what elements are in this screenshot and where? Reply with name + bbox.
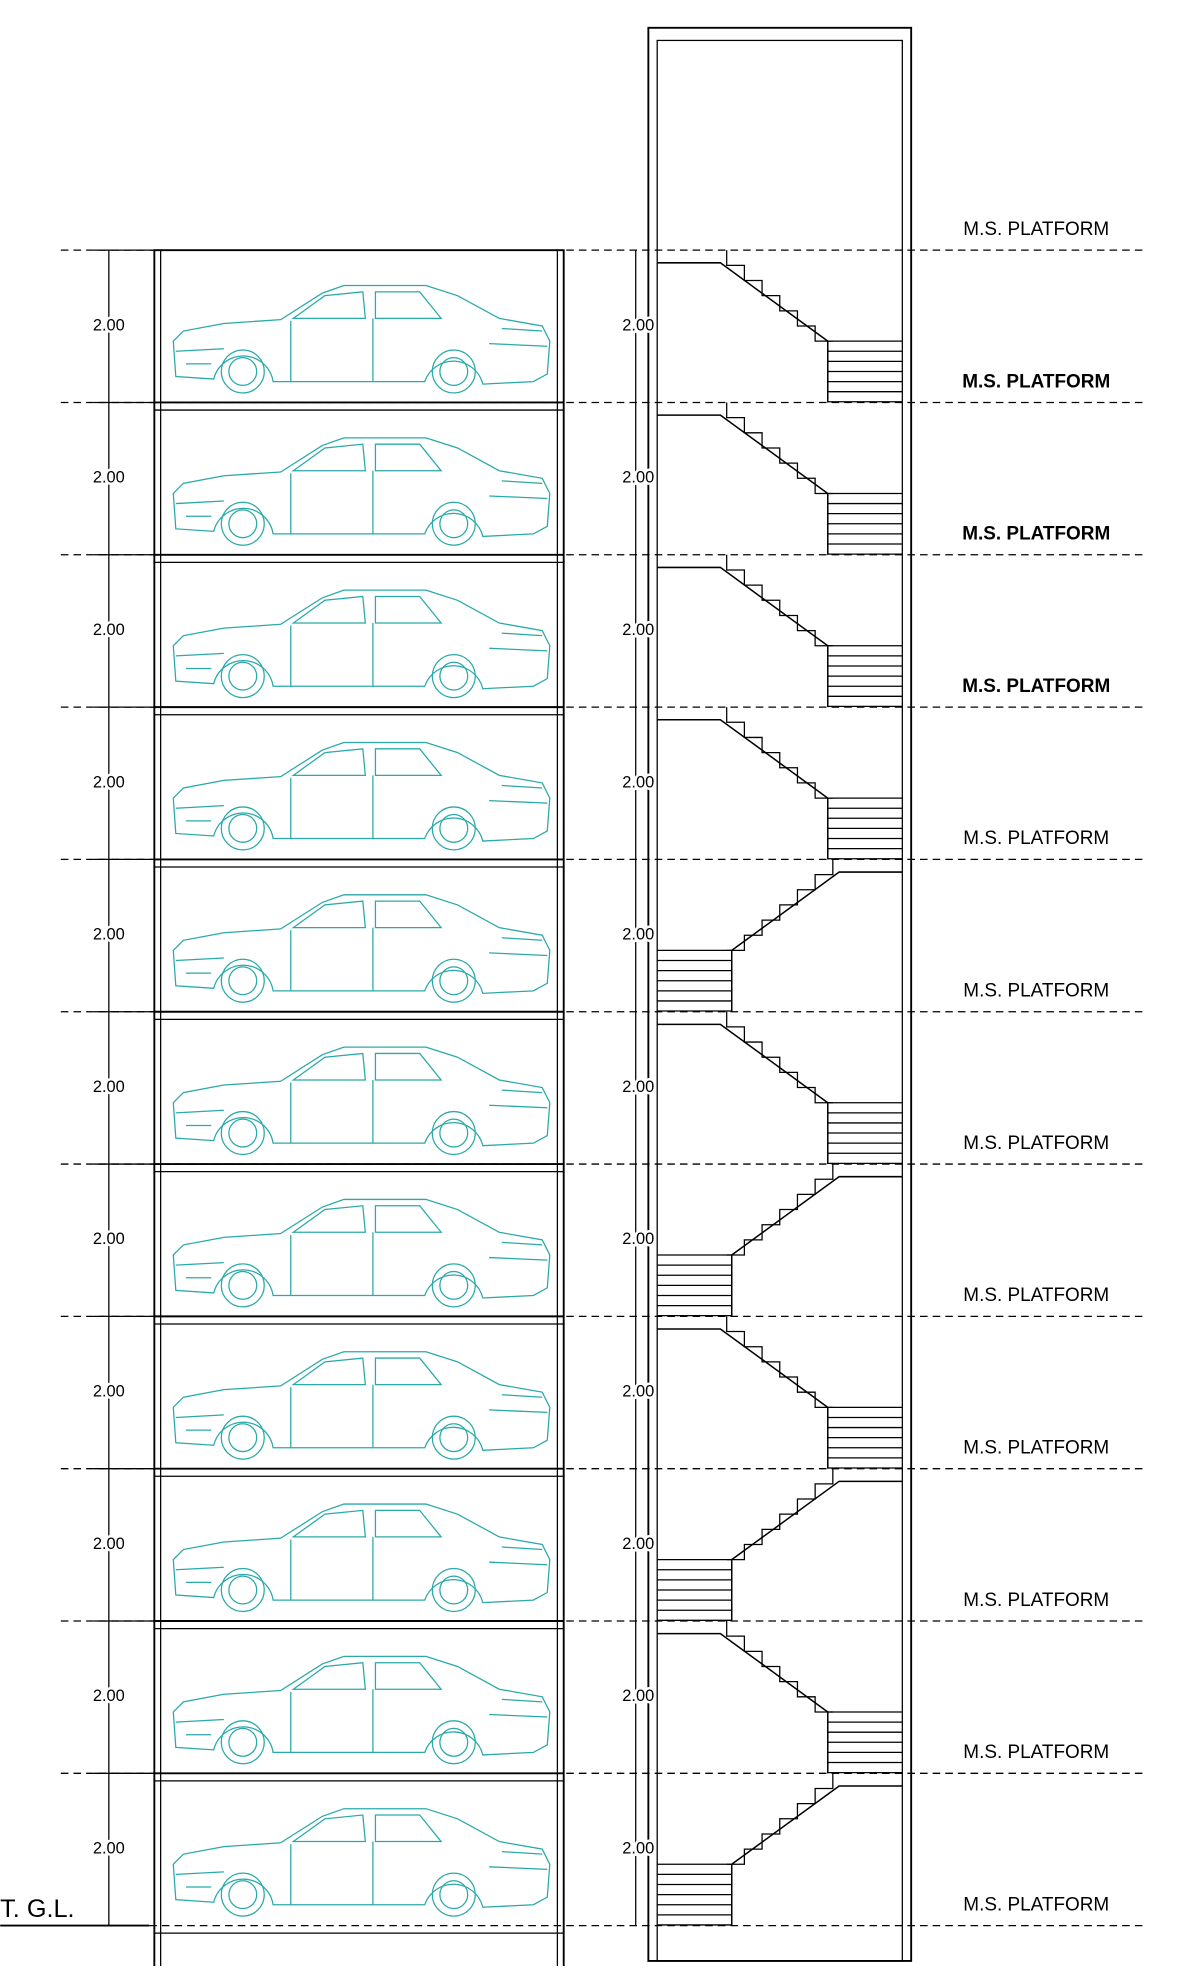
car (173, 895, 550, 1002)
stair-flight (657, 1024, 828, 1102)
stair-flight (657, 567, 828, 645)
dimension-label: 2.00 (93, 1230, 125, 1248)
dimension-label: 2.00 (622, 469, 654, 487)
stair-steps (727, 250, 833, 341)
ground-label: T. G.L. (0, 1895, 74, 1923)
platform-label: M.S. PLATFORM (963, 828, 1109, 849)
rack-frame-inner (161, 250, 558, 1966)
dimension-label: 2.00 (93, 316, 125, 334)
stair-flight (657, 720, 828, 798)
stair-steps (727, 1621, 833, 1712)
platform-label: M.S. PLATFORM (963, 1894, 1109, 1915)
dimension-label: 2.00 (93, 1687, 125, 1705)
dimension-label: 2.00 (622, 316, 654, 334)
car (173, 1809, 550, 1916)
platform-label: M.S. PLATFORM (962, 524, 1110, 545)
stair-steps (727, 402, 833, 493)
platform-label: M.S. PLATFORM (963, 1133, 1109, 1154)
dimension-label: 2.00 (622, 926, 654, 944)
platform-label: M.S. PLATFORM (963, 981, 1109, 1002)
dimension-label: 2.00 (622, 621, 654, 639)
dimension-label: 2.00 (622, 773, 654, 791)
car (173, 286, 550, 393)
elevation-drawing: T. G.L. M.S. PLATFORM M.S. PLATFORM M.S. P… (0, 0, 1183, 1966)
car (173, 1504, 550, 1611)
car (173, 1352, 550, 1459)
stair-flight (657, 1634, 828, 1712)
dimension-label: 2.00 (622, 1839, 654, 1857)
stair-steps (727, 859, 833, 950)
car (173, 1047, 550, 1154)
platform-label: M.S. PLATFORM (962, 371, 1110, 392)
car (173, 1199, 550, 1306)
stair-steps (727, 707, 833, 798)
dimension-label: 2.00 (93, 1383, 125, 1401)
stair-steps (727, 1773, 833, 1864)
platform-label: M.S. PLATFORM (962, 676, 1110, 697)
dimension-label: 2.00 (622, 1383, 654, 1401)
stair-steps (727, 1012, 833, 1103)
dimension-label: 2.00 (93, 926, 125, 944)
dimension-label: 2.00 (93, 773, 125, 791)
platform-label: M.S. PLATFORM (963, 219, 1109, 240)
car (173, 1656, 550, 1763)
dimension-label: 2.00 (93, 1839, 125, 1857)
dimension-label: 2.00 (93, 469, 125, 487)
stair-flight (732, 1177, 903, 1255)
stair-steps (727, 1469, 833, 1560)
stair-flight (732, 872, 903, 950)
platform-label: M.S. PLATFORM (963, 1742, 1109, 1763)
stair-flight (657, 263, 828, 341)
platform-label: M.S. PLATFORM (963, 1285, 1109, 1306)
stair-steps (727, 1164, 833, 1255)
dimension-label: 2.00 (93, 1535, 125, 1553)
stair-flight (732, 1481, 903, 1559)
platform-label: M.S. PLATFORM (963, 1590, 1109, 1611)
rack-frame (154, 250, 563, 1966)
dimension-label: 2.00 (622, 1535, 654, 1553)
car (173, 438, 550, 545)
stair-flight (657, 1329, 828, 1407)
stair-flight (657, 415, 828, 493)
car (173, 590, 550, 697)
stair-flight (732, 1786, 903, 1864)
page: {"ground_label": "T. G.L.", "platforms":… (0, 0, 1183, 1966)
dimension-label: 2.00 (622, 1230, 654, 1248)
dimension-label: 2.00 (622, 1078, 654, 1096)
platform-label: M.S. PLATFORM (963, 1437, 1109, 1458)
dimension-label: 2.00 (93, 1078, 125, 1096)
stair-steps (727, 1316, 833, 1407)
car (173, 742, 550, 849)
dimension-label: 2.00 (622, 1687, 654, 1705)
stair-steps (727, 555, 833, 646)
dimension-label: 2.00 (93, 621, 125, 639)
